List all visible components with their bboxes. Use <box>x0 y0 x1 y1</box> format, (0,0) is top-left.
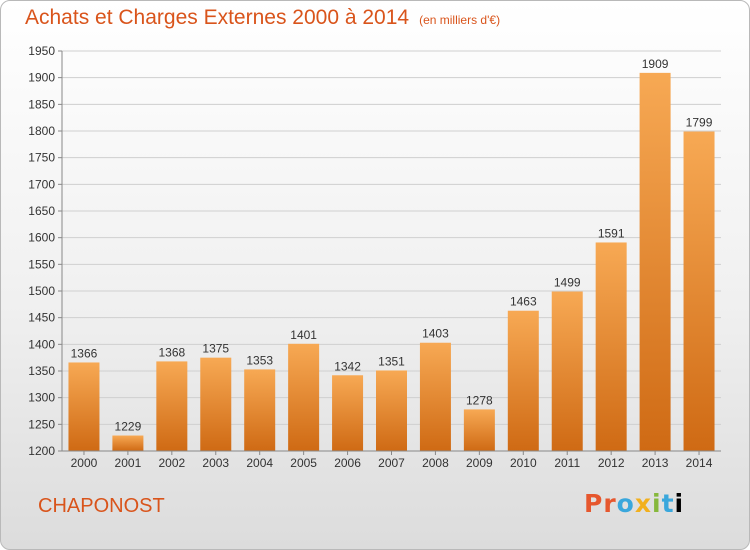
x-tick-label-2008: 2008 <box>422 456 449 470</box>
value-label-2006: 1342 <box>334 359 361 373</box>
bar-2005 <box>288 343 320 451</box>
bar-2003 <box>200 357 232 451</box>
x-tick-label-2012: 2012 <box>598 456 625 470</box>
bar-2001 <box>112 435 144 451</box>
logo-letter: r <box>603 489 617 518</box>
bar-2004 <box>244 369 276 451</box>
value-label-2011: 1499 <box>554 276 581 290</box>
x-tick-label-2004: 2004 <box>246 456 273 470</box>
x-tick-label-2010: 2010 <box>510 456 537 470</box>
logo-letter: i <box>652 489 662 518</box>
value-label-2002: 1368 <box>158 345 185 359</box>
y-tick-label: 1550 <box>28 257 55 271</box>
y-tick-label: 1600 <box>28 231 55 245</box>
y-tick-label: 1800 <box>28 124 55 138</box>
value-label-2014: 1799 <box>686 116 713 130</box>
y-tick-label: 1200 <box>28 444 55 458</box>
logo-letter: i <box>674 489 685 518</box>
commune-name: CHAPONOST <box>38 495 165 517</box>
y-tick-label: 1950 <box>28 44 55 58</box>
x-tick-label-2003: 2003 <box>202 456 229 470</box>
value-label-2009: 1278 <box>466 393 493 407</box>
bar-2014 <box>683 131 715 452</box>
bar-2009 <box>463 409 495 451</box>
x-tick-label-2000: 2000 <box>71 456 98 470</box>
x-tick-label-2002: 2002 <box>158 456 185 470</box>
bars <box>68 72 715 452</box>
x-axis-ticks: 2000 2001 2002 2003 2004 2005 2006 2007 2008 2009… <box>71 451 713 470</box>
logo-letter: P <box>584 489 604 518</box>
y-tick-label: 1850 <box>28 97 55 111</box>
value-label-2000: 1366 <box>71 346 98 360</box>
bar-2013 <box>639 72 671 451</box>
bar-2006 <box>332 375 364 451</box>
bar-2007 <box>376 370 407 451</box>
value-labels: 1366 1229 1368 1375 1353 1401 1342 1351 1403 1278… <box>71 57 713 434</box>
y-tick-label: 1450 <box>28 311 55 325</box>
chart-title-text: Achats et Charges Externes 2000 à 2014 <box>25 6 410 29</box>
y-tick-label: 1650 <box>28 204 55 218</box>
y-tick-label: 1250 <box>28 417 55 431</box>
bar-2008 <box>419 342 451 451</box>
value-label-2012: 1591 <box>598 226 625 240</box>
value-label-2004: 1353 <box>246 353 273 367</box>
y-tick-label: 1500 <box>28 284 55 298</box>
value-label-2010: 1463 <box>510 295 537 309</box>
y-tick-label: 1900 <box>28 71 55 85</box>
value-label-2008: 1403 <box>422 327 449 341</box>
value-label-2001: 1229 <box>115 420 142 434</box>
logo-letter: t <box>661 489 675 518</box>
x-tick-label-2013: 2013 <box>642 456 669 470</box>
value-label-2003: 1375 <box>202 342 229 356</box>
bar-2012 <box>595 242 627 451</box>
x-tick-label-2007: 2007 <box>378 456 405 470</box>
y-tick-label: 1300 <box>28 391 55 405</box>
logo-letter: o <box>616 489 635 518</box>
chart-subtitle: (en milliers d'€) <box>419 13 501 27</box>
bar-2010 <box>507 310 539 451</box>
y-tick-label: 1350 <box>28 364 55 378</box>
value-label-2005: 1401 <box>290 328 317 342</box>
y-tick-label: 1700 <box>28 177 55 191</box>
x-tick-label-2001: 2001 <box>115 456 142 470</box>
bar-2002 <box>156 361 188 451</box>
y-axis-ticks: 1200 1250 1300 1350 1400 1450 1500 1550 1600 1650… <box>28 44 62 458</box>
y-tick-label: 1750 <box>28 151 55 165</box>
x-tick-label-2006: 2006 <box>334 456 361 470</box>
bar-2000 <box>68 362 100 451</box>
x-tick-label-2011: 2011 <box>554 456 580 470</box>
x-tick-label-2005: 2005 <box>290 456 317 470</box>
value-label-2013: 1909 <box>642 57 669 71</box>
proxiti-logo[interactable]: Proxiti <box>584 489 684 518</box>
y-tick-label: 1400 <box>28 337 55 351</box>
value-label-2007: 1351 <box>378 354 405 368</box>
x-tick-label-2009: 2009 <box>466 456 493 470</box>
bar-2011 <box>551 291 583 451</box>
chart-title: Achats et Charges Externes 2000 à 2014 (e… <box>25 6 500 30</box>
x-tick-label-2014: 2014 <box>686 456 713 470</box>
logo-letter: x <box>634 489 652 518</box>
